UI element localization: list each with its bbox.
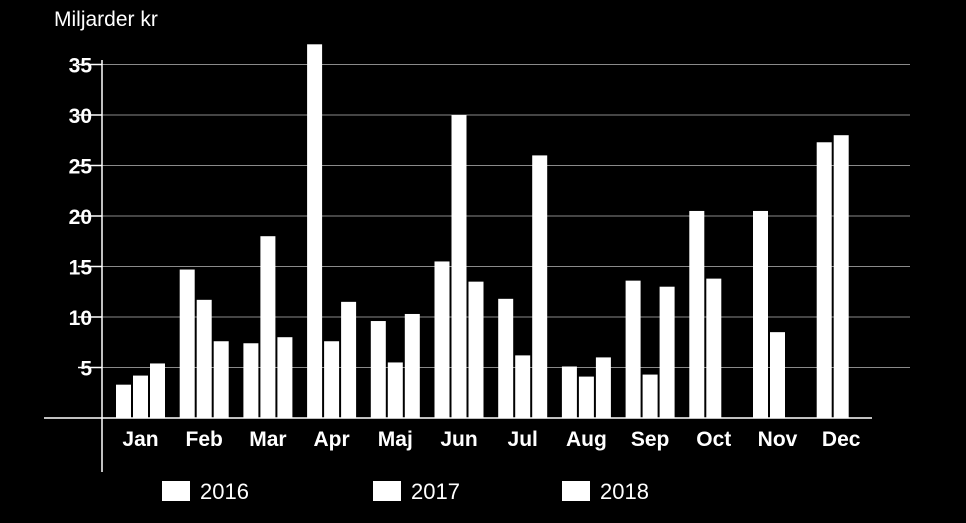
x-tick-labels: Jan Feb Mar Apr Maj Jun Jul Aug Sep Oct Nov Dec bbox=[122, 428, 860, 451]
legend-swatch-2018 bbox=[562, 481, 590, 501]
x-tick-label-dec: Dec bbox=[822, 428, 861, 451]
bar-maj-2016 bbox=[370, 321, 386, 418]
bar-dec-2017 bbox=[833, 135, 849, 418]
bar-sep-2016 bbox=[625, 280, 641, 418]
legend: 2016 2017 2018 bbox=[162, 479, 649, 504]
legend-label-2017: 2017 bbox=[411, 479, 460, 504]
bar-sep-2017 bbox=[642, 374, 658, 418]
x-tick-label-oct: Oct bbox=[696, 428, 731, 451]
y-tick-label-10: 10 bbox=[69, 307, 92, 330]
bar-sep-2018 bbox=[659, 286, 675, 418]
axes bbox=[44, 60, 872, 472]
bar-oct-2017 bbox=[706, 278, 722, 418]
bars bbox=[116, 44, 849, 419]
bar-mar-2016 bbox=[243, 343, 259, 418]
bar-feb-2016 bbox=[179, 269, 195, 418]
y-tick-label-20: 20 bbox=[69, 206, 92, 229]
bar-jan-2016 bbox=[116, 384, 131, 418]
x-tick-label-apr: Apr bbox=[314, 428, 350, 451]
x-tick-label-nov: Nov bbox=[758, 428, 798, 451]
y-axis-label: Miljarder kr bbox=[54, 8, 158, 31]
bar-feb-2017 bbox=[196, 299, 212, 418]
bar-jun-2016 bbox=[434, 261, 450, 418]
x-tick-label-maj: Maj bbox=[378, 428, 413, 451]
bar-maj-2018 bbox=[404, 313, 420, 418]
bar-jul-2017 bbox=[515, 355, 531, 418]
bar-apr-2016 bbox=[307, 44, 323, 419]
x-tick-label-jan: Jan bbox=[122, 428, 158, 451]
bar-oct-2016 bbox=[689, 210, 705, 418]
bar-jun-2018 bbox=[468, 281, 484, 418]
y-tick-label-5: 5 bbox=[80, 358, 92, 381]
legend-swatch-2017 bbox=[373, 481, 401, 501]
y-tick-labels: 5 10 15 20 25 30 35 bbox=[69, 55, 93, 381]
x-tick-label-feb: Feb bbox=[186, 428, 223, 451]
bar-mar-2018 bbox=[277, 337, 293, 418]
y-tick-label-35: 35 bbox=[69, 55, 93, 78]
y-tick-label-15: 15 bbox=[69, 257, 93, 280]
y-tick-label-30: 30 bbox=[69, 105, 92, 128]
bar-maj-2017 bbox=[387, 362, 403, 418]
bar-mar-2017 bbox=[260, 236, 276, 418]
bar-apr-2018 bbox=[341, 301, 357, 418]
bar-jun-2017 bbox=[451, 115, 467, 418]
legend-label-2018: 2018 bbox=[600, 479, 649, 504]
bar-jan-2018 bbox=[150, 363, 165, 418]
bar-nov-2017 bbox=[770, 332, 785, 418]
bar-jul-2018 bbox=[532, 155, 548, 418]
bar-aug-2018 bbox=[595, 357, 611, 418]
x-tick-label-jun: Jun bbox=[440, 428, 477, 451]
x-tick-label-aug: Aug bbox=[566, 428, 607, 451]
bar-dec-2016 bbox=[816, 142, 832, 418]
bar-jan-2017 bbox=[133, 375, 148, 418]
legend-swatch-2016 bbox=[162, 481, 190, 501]
bar-feb-2018 bbox=[213, 341, 229, 418]
gridlines bbox=[102, 64, 910, 368]
bar-jul-2016 bbox=[498, 298, 514, 418]
bar-aug-2016 bbox=[561, 366, 577, 418]
x-tick-label-jul: Jul bbox=[508, 428, 538, 451]
legend-label-2016: 2016 bbox=[200, 479, 249, 504]
bar-nov-2016 bbox=[753, 210, 768, 418]
bar-apr-2017 bbox=[324, 341, 340, 418]
x-tick-label-mar: Mar bbox=[249, 428, 286, 451]
bar-aug-2017 bbox=[578, 376, 594, 418]
y-tick-label-25: 25 bbox=[69, 156, 93, 179]
x-tick-label-sep: Sep bbox=[631, 428, 670, 451]
